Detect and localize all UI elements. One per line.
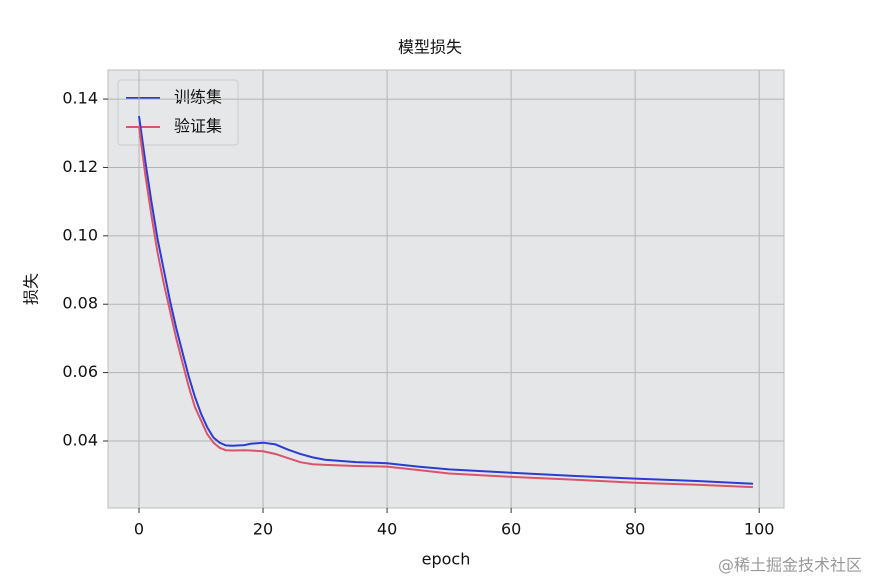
y-tick-label: 0.12 <box>62 157 98 176</box>
y-tick-label: 0.04 <box>62 430 98 449</box>
x-tick-label: 60 <box>501 520 521 539</box>
x-axis-label: epoch <box>422 550 471 569</box>
x-tick-label: 100 <box>744 520 775 539</box>
y-tick-label: 0.06 <box>62 362 98 381</box>
data-line <box>138 126 754 489</box>
x-tick-label: 40 <box>377 520 397 539</box>
watermark: @稀土掘金技术社区 <box>718 556 862 575</box>
x-tick-label: 0 <box>134 520 144 539</box>
data-line <box>138 116 754 485</box>
legend-label: 训练集 <box>174 88 222 107</box>
y-tick-label: 0.14 <box>62 89 98 108</box>
x-tick-label: 20 <box>253 520 273 539</box>
y-tick-label: 0.08 <box>62 294 98 313</box>
x-tick-label: 80 <box>625 520 645 539</box>
chart-title: 模型损失 <box>398 38 462 57</box>
y-tick-label: 0.10 <box>62 225 98 244</box>
legend-label: 验证集 <box>174 117 222 136</box>
y-axis-label: 损失 <box>22 273 41 305</box>
legend-box <box>117 79 239 146</box>
